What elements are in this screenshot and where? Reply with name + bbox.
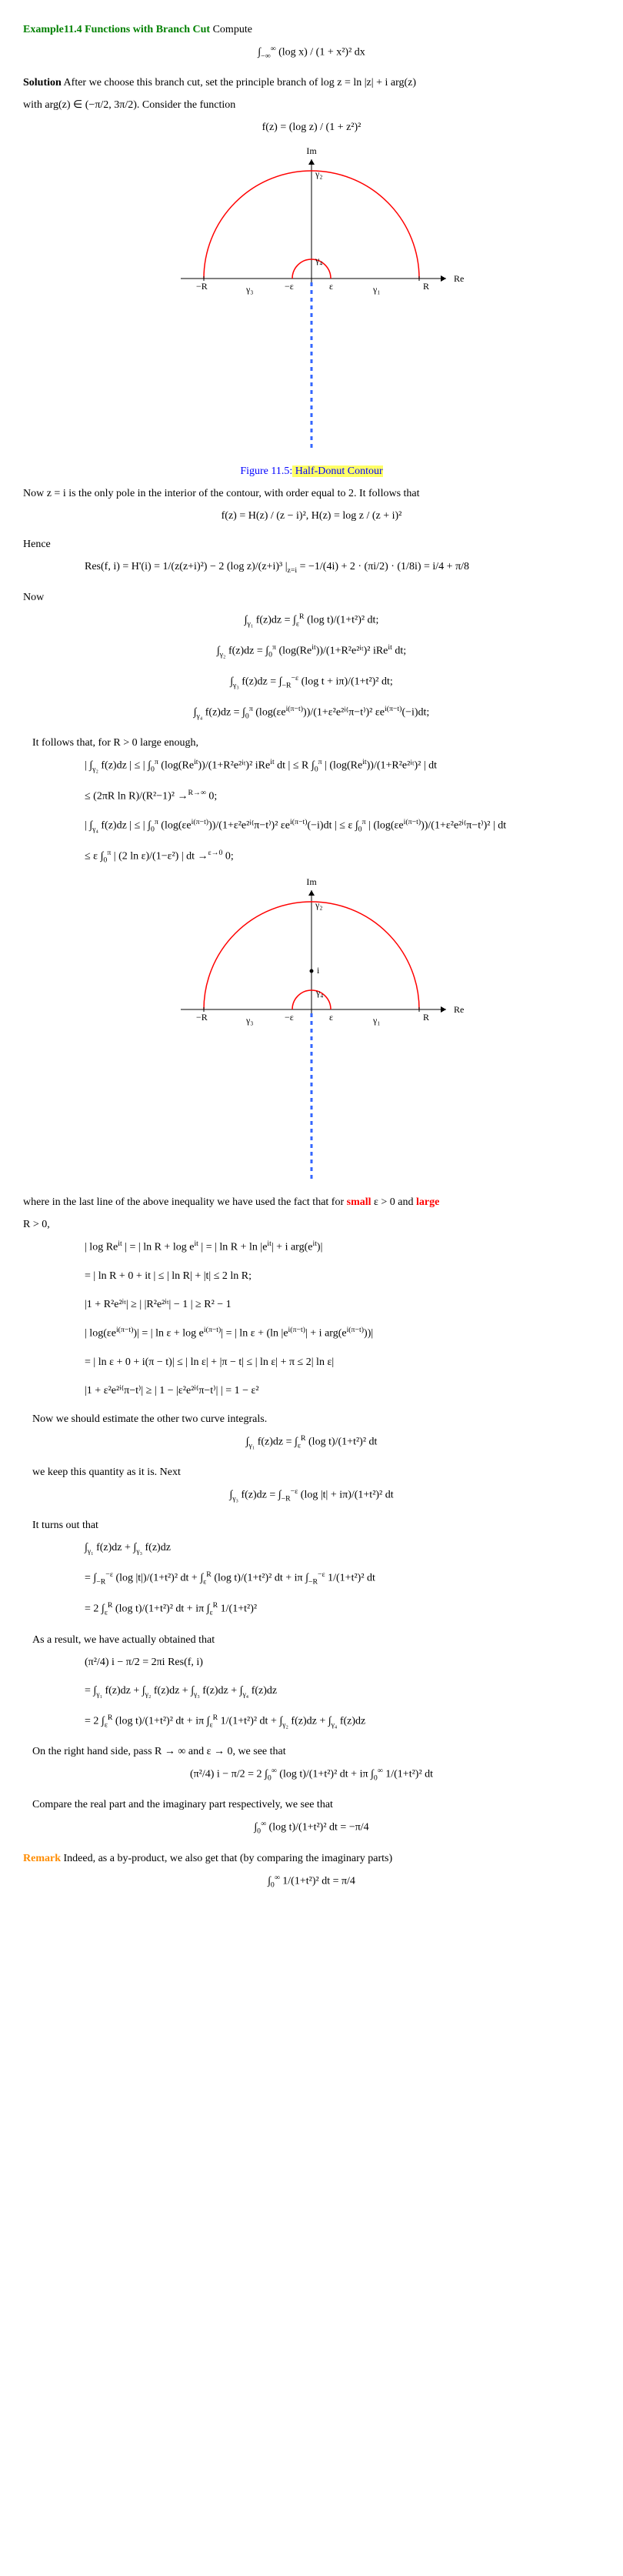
eq5b: ∫γ₂ f(z)dz = ∫0π (log(Reit))/(1+R²e²ⁱᵗ)²… <box>23 642 600 661</box>
half-donut-contour: Im Re −R R −ε ε γ₃ γ₁ γ₂ γ₄ <box>150 148 473 455</box>
gamma2b: γ₂ <box>315 899 323 910</box>
eq10: ∫γ₃ f(z)dz = ∫−R−ε (log |t| + iπ)/(1+t²)… <box>23 1487 600 1505</box>
p3: Now z = i is the only pole in the interi… <box>23 486 600 502</box>
minus-eps: −ε <box>285 281 294 292</box>
eq-res: Res(f, i) = H'(i) = 1/(z(z+i)²) − 2 (log… <box>85 559 600 576</box>
gamma4: γ₄ <box>315 255 323 265</box>
eq8f: |1 + ε²e²ⁱ⁽π−t⁾| ≥ | 1 − |ε²e²ⁱ⁽π−t⁾| | … <box>85 1383 600 1399</box>
now: Now <box>23 589 600 606</box>
eq9: ∫γ₁ f(z)dz = ∫εR (log t)/(1+t²)² dt <box>23 1433 600 1452</box>
p5c: R > 0, <box>23 1216 600 1233</box>
p1-text: After we choose this branch cut, set the… <box>62 77 416 88</box>
hence: Hence <box>23 536 600 552</box>
eq15: ∫0∞ 1/(1+t²)² dt = π/4 <box>23 1873 600 1891</box>
p11: Compare the real part and the imaginary … <box>32 1797 600 1813</box>
p8: It turns out that <box>32 1517 600 1533</box>
eq-integral-main: ∫−∞∞ (log x) / (1 + x²)² dx <box>23 44 600 62</box>
minus-R2: −R <box>196 1012 208 1023</box>
fig-label: Figure 11.5: <box>240 465 292 477</box>
eq6b: ≤ (2πR ln R)/(R²−1)² →R→∞ 0; <box>85 788 600 805</box>
pole-i: i <box>317 965 320 976</box>
eq5c: ∫γ₃ f(z)dz = ∫−R−ε (log t + iπ)/(1+t²)² … <box>23 673 600 692</box>
contour-with-pole: Im Re i −R R −ε ε γ₃ γ₁ γ₂ γ₄ <box>150 879 473 1186</box>
eq5d: ∫γ₄ f(z)dz = ∫0π (log(εei(π−t)))/(1+ε²e²… <box>23 704 600 722</box>
eq-f-def: f(z) = (log z) / (1 + z²)² <box>23 119 600 135</box>
title-line: Example11.4 Functions with Branch Cut Co… <box>23 22 600 38</box>
p12: Indeed, as a by-product, we also get tha… <box>61 1853 392 1864</box>
eq8b: = | ln R + 0 + it | ≤ | ln R| + |t| ≤ 2 … <box>85 1268 600 1284</box>
remark-p: Remark Indeed, as a by-product, we also … <box>23 1850 600 1867</box>
example-title: Example11.4 Functions with Branch Cut <box>23 24 210 35</box>
gamma4b: γ₄ <box>315 987 324 998</box>
re-label: Re <box>454 273 464 284</box>
large-word: large <box>416 1196 439 1208</box>
eq-H: f(z) = H(z) / (z − i)², H(z) = log z / (… <box>23 508 600 524</box>
p5: where in the last line of the above ineq… <box>23 1194 600 1210</box>
minus-R: −R <box>196 281 208 292</box>
gamma2: γ₂ <box>315 169 323 179</box>
eq6a: | ∫γ₂ f(z)dz | ≤ | ∫0π (log(Reit))/(1+R²… <box>85 757 600 776</box>
eq7a: | ∫γ₄ f(z)dz | ≤ | ∫0π (log(εei(π−t)))/(… <box>85 817 600 836</box>
eq7b: ≤ ε ∫0π | (2 ln ε)/(1−ε²) | dt →ε→0 0; <box>85 848 600 866</box>
eps-label2: ε <box>329 1012 333 1023</box>
eq8a: | log Reit | = | ln R + log eit | = | ln… <box>85 1239 600 1256</box>
minus-eps2: −ε <box>285 1012 294 1023</box>
im-label2: Im <box>306 879 317 887</box>
eq11a: ∫γ₁ f(z)dz + ∫γ₃ f(z)dz <box>85 1540 600 1557</box>
p2a: with arg(z) ∈ (− <box>23 99 95 111</box>
small-word: small <box>347 1196 371 1208</box>
solution-para: Solution After we choose this branch cut… <box>23 75 600 91</box>
eq8d: | log(εei(π−t))| = | ln ε + log ei(π−t)|… <box>85 1325 600 1342</box>
p2b: π/2 <box>95 99 108 111</box>
p10: On the right hand side, pass R → ∞ and ε… <box>32 1743 600 1760</box>
eq13: (π²/4) i − π/2 = 2 ∫0∞ (log t)/(1+t²)² d… <box>23 1766 600 1784</box>
p2e: ). Consider the function <box>133 99 235 111</box>
R-label: R <box>423 281 429 292</box>
eq8e: = | ln ε + 0 + i(π − t)| ≤ | ln ε| + |π … <box>85 1354 600 1370</box>
re-label2: Re <box>454 1004 464 1015</box>
eq14: ∫0∞ (log t)/(1+t²)² dt = −π/4 <box>23 1819 600 1837</box>
eq12b: = ∫γ₁ f(z)dz + ∫γ₂ f(z)dz + ∫γ₃ f(z)dz +… <box>85 1683 600 1700</box>
eq12a: (π²/4) i − π/2 = 2πi Res(f, i) <box>85 1654 600 1670</box>
solution-label: Solution <box>23 77 62 88</box>
p4: It follows that, for R > 0 large enough, <box>32 735 600 751</box>
p6: Now we should estimate the other two cur… <box>32 1411 600 1427</box>
gamma1b: γ₁ <box>372 1015 381 1026</box>
eq12c: = 2 ∫εR (log t)/(1+t²)² dt + iπ ∫εR 1/(1… <box>85 1713 600 1731</box>
im-label: Im <box>306 148 317 156</box>
p5a: where in the last line of the above ineq… <box>23 1196 347 1208</box>
gamma3: γ₃ <box>245 284 254 295</box>
eq5a: ∫γ₁ f(z)dz = ∫εR (log t)/(1+t²)² dt; <box>23 612 600 630</box>
p2d: 3π/2 <box>114 99 133 111</box>
p5b: ε > 0 and <box>371 1196 417 1208</box>
title-after: Compute <box>210 24 252 35</box>
eq8c: |1 + R²e²ⁱᵗ| ≥ | |R²e²ⁱᵗ| − 1 | ≥ R² − 1 <box>85 1296 600 1313</box>
remark-label: Remark <box>23 1853 61 1864</box>
eps-label: ε <box>329 281 333 292</box>
fig-cap-text: Half-Donut Contour <box>292 465 382 477</box>
p2: with arg(z) ∈ (−π/2, 3π/2). Consider the… <box>23 97 600 113</box>
eq11c: = 2 ∫εR (log t)/(1+t²)² dt + iπ ∫εR 1/(1… <box>85 1600 600 1619</box>
gamma1: γ₁ <box>372 284 381 295</box>
p7: we keep this quantity as it is. Next <box>32 1464 600 1480</box>
eq11b: = ∫−R−ε (log |t|)/(1+t²)² dt + ∫εR (log … <box>85 1570 600 1588</box>
p9: As a result, we have actually obtained t… <box>32 1632 600 1648</box>
fig1-caption: Figure 11.5: Half-Donut Contour <box>23 463 600 479</box>
R-label2: R <box>423 1012 429 1023</box>
gamma3b: γ₃ <box>245 1015 254 1026</box>
